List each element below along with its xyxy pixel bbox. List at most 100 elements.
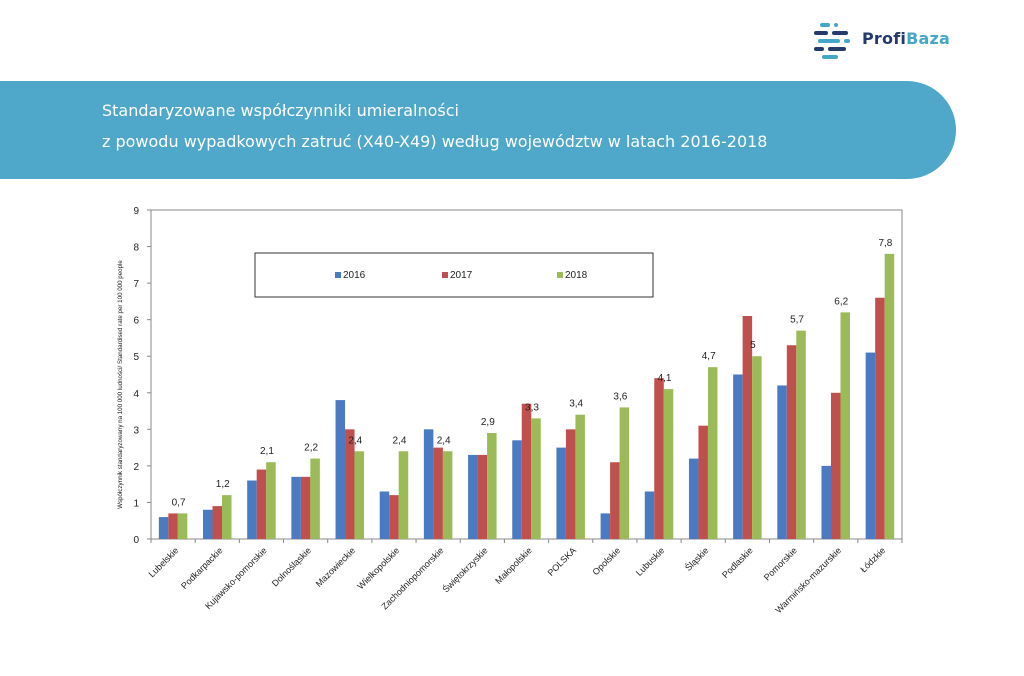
- x-category-label: Śląskie: [682, 545, 710, 573]
- bar-2016: [423, 429, 434, 539]
- bar-2018: [487, 432, 497, 539]
- bar-2016: [158, 517, 169, 539]
- x-category-label: Podlaskie: [720, 545, 755, 580]
- legend-label-2017: 2017: [450, 270, 473, 281]
- bar-2018: [884, 253, 895, 539]
- data-label-2018: 4,7: [702, 351, 716, 362]
- data-label-2018: 2,1: [260, 446, 274, 457]
- y-tick-label: 4: [133, 389, 139, 400]
- x-category-label: Podkarpackie: [179, 545, 225, 591]
- y-tick-label: 6: [133, 316, 139, 327]
- brand-name-part2: Baza: [906, 29, 950, 48]
- title-line-1: Standaryzowane współczynniki umieralnośc…: [102, 101, 459, 120]
- bar-2018: [398, 451, 409, 539]
- bar-2018: [310, 458, 320, 539]
- bar-2016: [512, 440, 522, 539]
- data-label-2018: 1,2: [216, 479, 230, 490]
- y-tick-label: 9: [133, 206, 139, 217]
- bar-2018: [752, 356, 762, 539]
- legend-swatch-2016: [335, 272, 341, 278]
- brand-name-part1: Profi: [862, 29, 907, 48]
- x-category-label: Wielkopolskie: [355, 545, 401, 591]
- bar-2017: [830, 392, 841, 539]
- bar-2018: [442, 451, 453, 539]
- bar-2018: [663, 389, 674, 539]
- x-category-label: Lubuskie: [634, 545, 667, 578]
- bar-2017: [875, 297, 885, 539]
- x-category-label: Dolnośląskie: [270, 545, 313, 588]
- y-tick-label: 2: [133, 462, 139, 473]
- data-label-2018: 3,6: [613, 391, 627, 402]
- data-label-2018: 2,2: [304, 443, 318, 454]
- brand-name: ProfiBaza: [862, 29, 950, 48]
- bar-2016: [468, 454, 478, 539]
- bar-2016: [865, 352, 876, 539]
- bar-2017: [300, 476, 311, 539]
- bar-2018: [531, 418, 541, 539]
- legend-swatch-2017: [442, 272, 448, 278]
- bar-2016: [733, 374, 743, 539]
- y-tick-label: 3: [133, 425, 139, 436]
- data-label-2018: 5: [750, 340, 756, 351]
- data-label-2018: 6,2: [834, 296, 848, 307]
- bar-2018: [840, 312, 850, 539]
- legend-label-2016: 2016: [343, 270, 366, 281]
- data-label-2018: 4,1: [658, 373, 672, 384]
- legend-box: [254, 252, 654, 298]
- bar-2017: [212, 506, 223, 539]
- bar-2016: [644, 491, 655, 539]
- data-label-2018: 7,8: [878, 238, 892, 249]
- legend-swatch-2018: [557, 272, 563, 278]
- bar-2017: [345, 429, 355, 539]
- bar-2016: [600, 513, 611, 539]
- y-axis-label: Współczynnik standaryzowany na 100 000 l…: [117, 260, 124, 509]
- data-label-2018: 3,3: [525, 402, 539, 413]
- bar-2017: [256, 469, 267, 539]
- bar-2017: [565, 429, 576, 539]
- logo-mark-icon: [814, 23, 850, 59]
- bar-2018: [707, 367, 718, 539]
- bar-2017: [477, 454, 488, 539]
- bar-2016: [335, 400, 346, 539]
- bar-2018: [177, 513, 188, 539]
- x-category-label: Lubelskie: [147, 545, 181, 579]
- y-tick-label: 5: [133, 352, 139, 363]
- bar-2018: [354, 451, 365, 539]
- bar-2017: [698, 425, 708, 539]
- brand-logo: ProfiBaza: [812, 20, 962, 62]
- x-category-label: Łódzkie: [858, 545, 887, 574]
- x-category-label: Pomorskie: [762, 545, 799, 582]
- y-tick-label: 7: [133, 279, 139, 290]
- data-label-2018: 2,9: [481, 417, 495, 428]
- y-tick-label: 1: [133, 498, 139, 509]
- legend-label-2018: 2018: [565, 270, 588, 281]
- data-label-2018: 2,4: [348, 435, 362, 446]
- bar-chart: 0 1 2 3 4 5 6 7 8 9 Współczynnik standaryzowany na…: [117, 206, 903, 615]
- bar-2018: [619, 407, 630, 539]
- bar-2016: [379, 491, 390, 539]
- bar-2016: [688, 458, 699, 539]
- bar-2018: [266, 462, 276, 539]
- bar-2016: [247, 480, 257, 539]
- data-label-2018: 2,4: [437, 435, 451, 446]
- bar-2018: [222, 495, 232, 539]
- bar-2017: [389, 495, 399, 539]
- x-category-label: POLSKA: [546, 545, 579, 578]
- bar-2017: [433, 447, 443, 539]
- data-label-2018: 5,7: [790, 315, 804, 326]
- bar-2017: [786, 345, 797, 539]
- y-tick-label: 8: [133, 243, 139, 254]
- data-label-2018: 3,4: [569, 399, 583, 410]
- bar-2017: [168, 513, 178, 539]
- page-title: Standaryzowane współczynniki umieralnośc…: [102, 95, 767, 157]
- title-banner: Standaryzowane współczynniki umieralnośc…: [0, 81, 956, 179]
- bar-2016: [556, 447, 566, 539]
- bar-2017: [654, 378, 664, 539]
- x-category-label: Opolskie: [590, 545, 622, 577]
- bar-2017: [521, 403, 532, 539]
- bar-2016: [821, 465, 831, 539]
- bar-2016: [291, 476, 301, 539]
- bar-2017: [742, 316, 753, 539]
- bar-2017: [610, 462, 620, 539]
- title-line-2: z powodu wypadkowych zatruć (X40-X49) we…: [102, 132, 768, 151]
